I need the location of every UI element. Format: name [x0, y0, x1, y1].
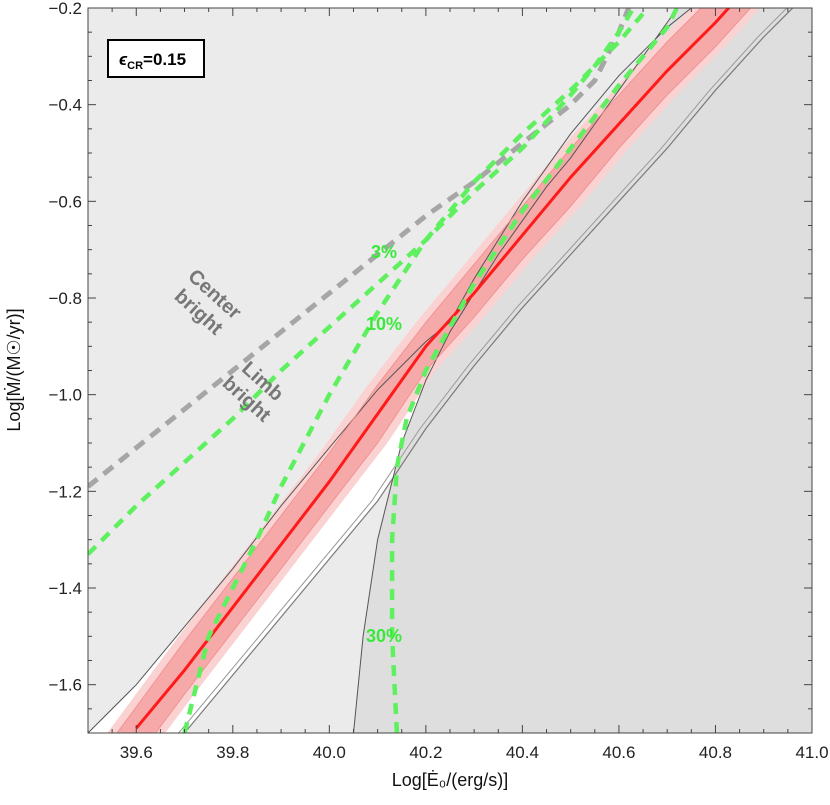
y-tick-label: −1.6: [48, 676, 82, 695]
allowed-lower-boundary-line: [184, 8, 794, 733]
epsilon-subscript: CR: [127, 60, 143, 72]
allowed-upper-boundary-line: [88, 321, 451, 733]
y-tick-label: −0.2: [48, 0, 82, 18]
y-tick-label: −0.8: [48, 289, 82, 308]
contour-label-10pct: 10%: [366, 314, 402, 334]
epsilon-value: =0.15: [143, 50, 186, 69]
y-tick-label: −1.2: [48, 482, 82, 501]
epsilon-symbol: ϵ: [119, 50, 128, 69]
x-tick-label: 41.0: [795, 743, 828, 762]
y-tick-label: −0.4: [48, 96, 82, 115]
contour-30pct: [389, 8, 679, 733]
y-tick-label: −0.6: [48, 192, 82, 211]
contour-label-3pct: 3%: [371, 242, 397, 262]
x-tick-label: 40.4: [506, 743, 539, 762]
center-limb-boundary-dashed: [88, 8, 631, 489]
y-axis-title: Log[Ṁ/(M☉/yr)]: [4, 308, 24, 431]
y-tick-label: −1.0: [48, 386, 82, 405]
x-tick-label: 39.6: [120, 743, 153, 762]
epsilon-legend-text: ϵCR=0.15: [119, 50, 186, 72]
band-upper-edge: [116, 8, 702, 733]
best-fit-line: [135, 8, 731, 730]
epsilon-legend-box: [107, 39, 205, 78]
x-tick-label: 40.6: [602, 743, 635, 762]
allowed-lower-boundary-line-inner: [178, 8, 788, 733]
x-tick-label: 39.8: [216, 743, 249, 762]
excluded-region-right: [353, 8, 812, 733]
x-axis-title: Log[Ė₀/(erg/s)]: [392, 770, 509, 790]
y-tick-label: −1.4: [48, 579, 82, 598]
x-tick-label: 40.8: [699, 743, 732, 762]
x-tick-label: 40.2: [409, 743, 442, 762]
contour-label-30pct: 30%: [366, 626, 402, 646]
epsilon-legend: ϵCR=0.15: [107, 39, 205, 78]
contour-10pct: [182, 8, 650, 733]
x-tick-label: 40.0: [313, 743, 346, 762]
band-lower-edge: [155, 8, 752, 733]
